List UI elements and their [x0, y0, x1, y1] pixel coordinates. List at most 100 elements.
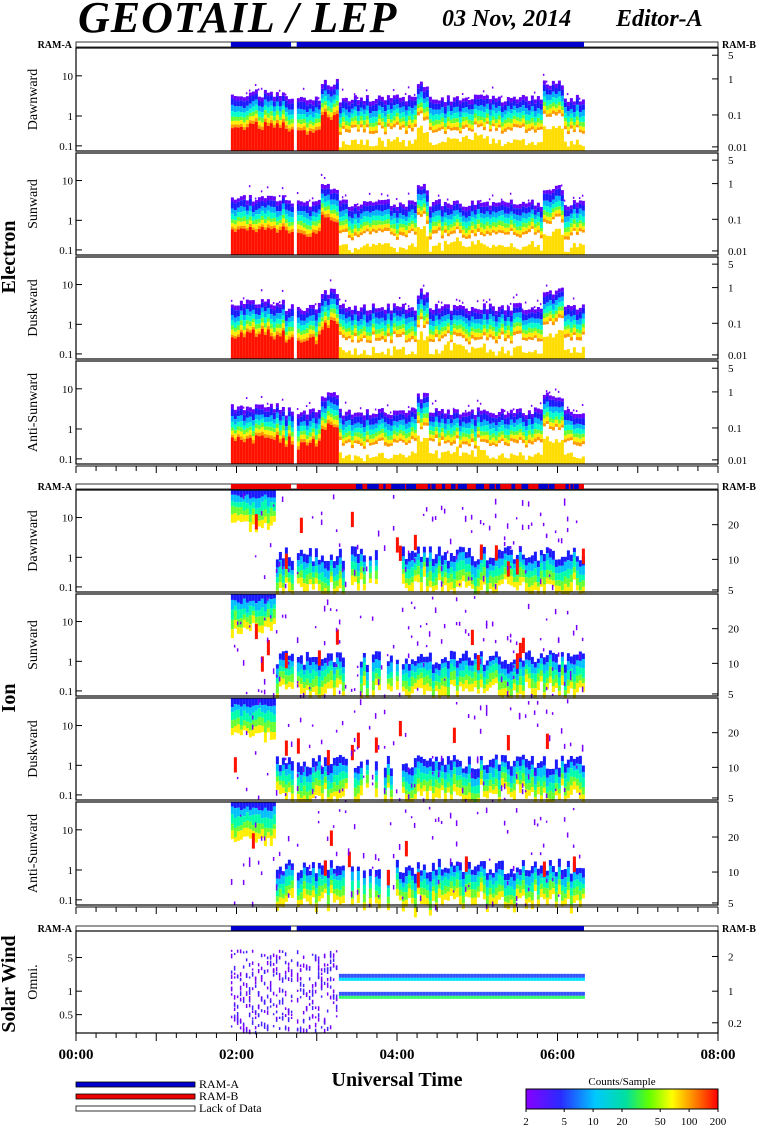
spectrogram-cell: [455, 219, 459, 223]
spectrogram-cell: [395, 537, 399, 553]
spectrogram-cell: [464, 410, 467, 413]
spectrogram-cell: [275, 428, 279, 432]
ram-left-label: RAM-A: [38, 482, 73, 493]
spectrogram-cell: [374, 312, 378, 318]
spectrogram-cell: [569, 102, 573, 110]
spectrogram-cell: [560, 424, 564, 428]
spectrogram-cell: [380, 107, 384, 114]
spectrogram-cell: [287, 436, 291, 464]
spectrogram-cell: [488, 325, 492, 330]
spectrogram-cell: [284, 430, 288, 437]
spectrogram-cell: [506, 97, 510, 101]
spectrogram-cell: [326, 395, 330, 401]
spectrogram-cell: [530, 199, 534, 205]
spectrogram-cell: [434, 211, 438, 216]
spectrogram-cell: [359, 319, 363, 325]
spectrogram-cell: [299, 201, 303, 206]
spectrogram-cell: [413, 606, 416, 610]
spectrogram-cell: [569, 582, 573, 593]
spectrogram-cell: [557, 109, 561, 114]
spectrogram-cell: [374, 103, 378, 112]
spectrogram-cell: [305, 419, 309, 426]
spectrogram-cell: [548, 293, 552, 301]
spectrogram-cell: [398, 413, 402, 421]
spectrogram-cell: [230, 116, 234, 122]
spectrogram-cell: [473, 99, 477, 105]
spectrogram-cell: [365, 420, 369, 426]
spectrogram-cell: [479, 222, 483, 228]
spectrogram-cell: [530, 141, 534, 151]
spectrogram-cell: [260, 112, 264, 118]
spectrogram-cell: [242, 493, 245, 499]
spectrogram-cell: [404, 221, 408, 226]
spectrogram-cell: [302, 688, 306, 695]
spectrogram-cell: [557, 390, 560, 393]
y-tick-label: 1: [68, 319, 74, 331]
spectrogram-cell: [356, 665, 359, 669]
spectrogram-cell: [362, 320, 366, 327]
spectrogram-cell: [323, 290, 327, 295]
spectrogram-cell: [299, 570, 303, 578]
spectrogram-cell: [338, 652, 342, 662]
spectrogram-cell: [476, 209, 480, 214]
spectrogram-cell: [386, 333, 390, 337]
spectrogram-cell: [236, 648, 239, 652]
spectrogram-cell: [497, 336, 501, 340]
spectrogram-cell: [320, 396, 324, 402]
spectrogram-cell: [392, 425, 396, 431]
spectrogram-cell: [401, 573, 405, 584]
spectrogram-cell: [551, 399, 555, 407]
spectrogram-cell: [314, 412, 318, 418]
spectrogram-cell: [539, 231, 543, 235]
spectrogram-cell: [377, 100, 381, 106]
spectrogram-cell: [560, 581, 564, 591]
spectrogram-cell: [422, 676, 426, 686]
spectrogram-cell: [323, 108, 327, 112]
spectrogram-cell: [341, 116, 345, 122]
spectrogram-cell: [362, 441, 366, 447]
spectrogram-cell: [467, 230, 471, 235]
spectrogram-cell: [305, 340, 309, 359]
spectrogram-cell: [521, 569, 525, 578]
spectrogram-cell: [413, 218, 417, 224]
spectrogram-cell: [509, 102, 513, 110]
spectrogram-cell: [335, 669, 339, 679]
spectrogram-cell: [533, 582, 537, 591]
spectrogram-cell: [560, 301, 564, 307]
spectrogram-cell: [476, 578, 480, 587]
spectrogram-cell: [473, 419, 477, 426]
spectrogram-cell: [329, 665, 333, 671]
spectrogram-cell: [341, 141, 345, 151]
spectrogram-cell: [377, 122, 381, 126]
spectrogram-cell: [281, 95, 285, 102]
spectrogram-cell: [410, 659, 414, 665]
spectrogram-cell: [389, 210, 393, 216]
spectrogram-cell: [260, 616, 264, 626]
spectrogram-cell: [254, 224, 258, 229]
spectrogram-cell: [374, 440, 378, 445]
spectrogram-cell: [500, 146, 504, 151]
spectrogram-cell: [311, 100, 315, 106]
spectrogram-cell: [236, 406, 240, 411]
spectrogram-cell: [485, 221, 489, 226]
spectrogram-cell: [254, 307, 258, 315]
spectrogram-cell: [458, 203, 462, 208]
spectrogram-cell: [233, 600, 237, 606]
spectrogram-cell: [455, 344, 459, 359]
spectrogram-cell: [491, 226, 495, 231]
spectrogram-cell: [290, 203, 294, 207]
spectrogram-cell: [488, 115, 492, 121]
spectrogram-cell: [311, 561, 315, 566]
spectrogram-cell: [386, 439, 390, 444]
spectrogram-cell: [494, 217, 498, 223]
spectrogram-cell: [578, 352, 582, 359]
spectrogram-cell: [359, 458, 363, 464]
spectrogram-cell: [401, 101, 405, 107]
spectrogram-cell: [554, 104, 558, 109]
spectrogram-cell: [374, 659, 378, 669]
spectrogram-cell: [230, 226, 234, 230]
spectrogram-cell: [332, 680, 336, 688]
spectrogram-cell: [245, 410, 249, 418]
spectrogram-cell: [257, 218, 261, 223]
spectrogram-cell: [419, 85, 423, 92]
